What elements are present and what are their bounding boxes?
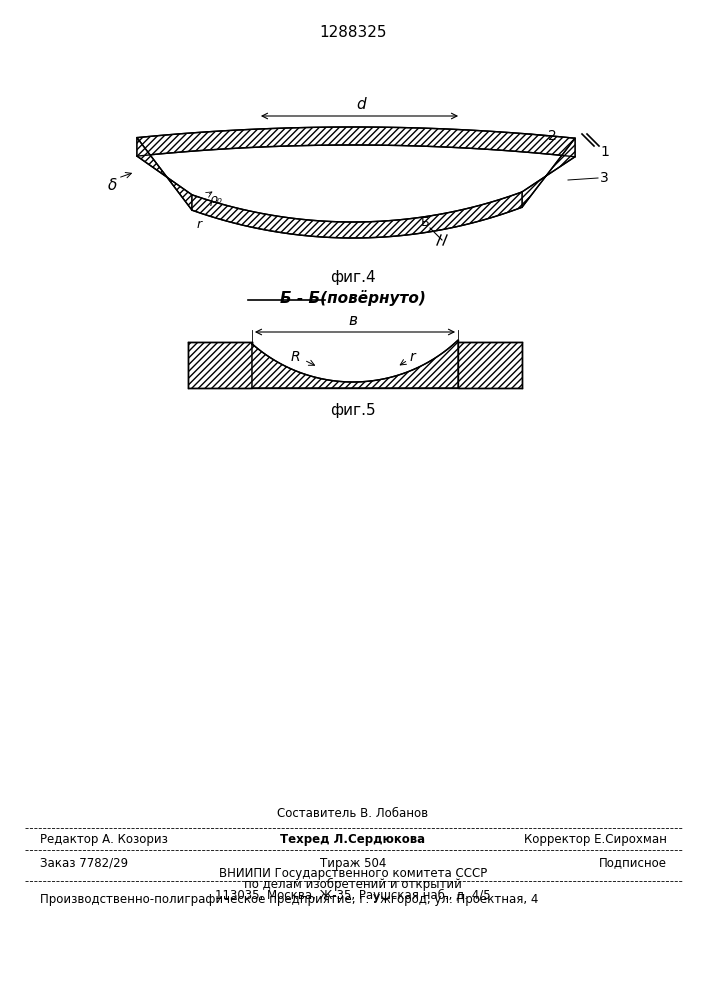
Text: 1288325: 1288325: [320, 25, 387, 40]
Polygon shape: [137, 138, 192, 210]
Text: 113035, Москва, Ж-35, Раушская наб., д. 4/5: 113035, Москва, Ж-35, Раушская наб., д. …: [215, 889, 491, 902]
Text: ВНИИПИ Государственного комитета СССР: ВНИИПИ Государственного комитета СССР: [219, 867, 487, 880]
Text: Б: Б: [421, 216, 429, 229]
Polygon shape: [137, 127, 575, 157]
Polygon shape: [192, 192, 522, 238]
Text: Подписное: Подписное: [599, 856, 667, 869]
Text: 1: 1: [600, 145, 609, 159]
Text: Корректор Е.Сирохман: Корректор Е.Сирохман: [524, 832, 667, 846]
Polygon shape: [188, 342, 252, 388]
Polygon shape: [252, 340, 458, 388]
Text: Заказ 7782/29: Заказ 7782/29: [40, 856, 128, 869]
Text: R: R: [290, 350, 300, 364]
Text: Техред Л.Сердюкова: Техред Л.Сердюкова: [281, 832, 426, 846]
Text: фиг.4: фиг.4: [330, 270, 376, 285]
Text: ρ₀: ρ₀: [210, 194, 223, 207]
Text: r: r: [197, 218, 202, 231]
Text: 2: 2: [548, 129, 556, 143]
Text: в: в: [349, 313, 358, 328]
Text: фиг.5: фиг.5: [330, 403, 376, 418]
Text: Б - Б(повёрнуто): Б - Б(повёрнуто): [280, 290, 426, 306]
Text: r: r: [409, 350, 415, 364]
Polygon shape: [522, 138, 575, 207]
Text: по делам изобретений и открытий: по делам изобретений и открытий: [244, 878, 462, 891]
Text: Редактор А. Козориз: Редактор А. Козориз: [40, 832, 168, 846]
Text: Производственно-полиграфическое предприятие, г. Ужгород, ул. Проектная, 4: Производственно-полиграфическое предприя…: [40, 893, 538, 906]
Polygon shape: [458, 342, 522, 388]
Text: d: d: [356, 97, 366, 112]
Text: Составитель В. Лобанов: Составитель В. Лобанов: [277, 807, 428, 820]
Text: δ: δ: [108, 178, 117, 192]
Text: Тираж 504: Тираж 504: [320, 856, 386, 869]
Text: 3: 3: [600, 171, 609, 185]
